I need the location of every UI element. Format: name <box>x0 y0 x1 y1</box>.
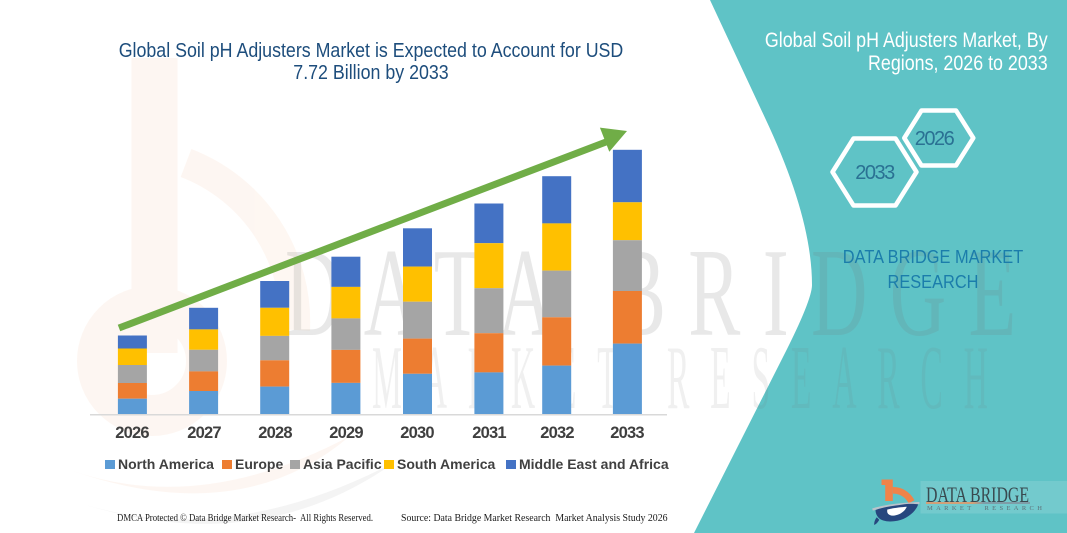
svg-text:MARKET RESEARCH: MARKET RESEARCH <box>372 327 1009 428</box>
